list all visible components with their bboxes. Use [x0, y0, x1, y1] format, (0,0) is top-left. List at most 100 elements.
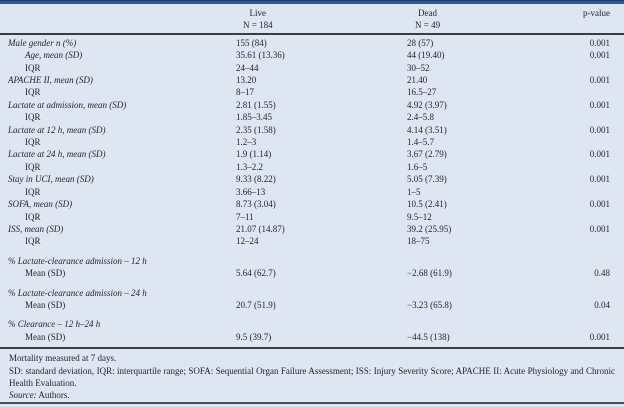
- footnote-mortality: Mortality measured at 7 days.: [9, 353, 117, 364]
- live-value: 9.5 (39.7): [236, 331, 272, 342]
- dead-value: 10.5 (2.41): [407, 199, 447, 210]
- source-value: Authors.: [38, 390, 70, 401]
- row-label: IQR: [25, 137, 41, 148]
- row-label: % Lactate-clearance admission – 12 h: [8, 255, 147, 266]
- p-value: 0.04: [594, 299, 610, 310]
- dead-value: 2.4–5.8: [407, 112, 434, 123]
- table-bottom-rule: [0, 401, 624, 404]
- p-value: [567, 161, 624, 173]
- table-row: Lactate at 12 h, mean (SD) 2.35 (1.58) 4…: [0, 124, 624, 136]
- dead-value: 4.14 (3.51): [407, 124, 447, 135]
- p-value: 0.001: [589, 174, 610, 185]
- dead-value: 30–52: [407, 62, 430, 73]
- dead-value: 21.40: [407, 75, 428, 86]
- dead-value: [399, 248, 567, 267]
- live-value: [228, 280, 399, 299]
- table-row: Lactate at 24 h, mean (SD) 1.9 (1.14) 3.…: [0, 148, 624, 160]
- table-row: APACHE II, mean (SD) 13.20 21.40 0.001: [0, 74, 624, 86]
- row-label: IQR: [25, 87, 41, 98]
- comparison-table: Live N = 184 Dead N = 49 p-value Male ge…: [0, 4, 624, 343]
- table-row: Mean (SD) 5.64 (62.7) −2.68 (61.9) 0.48: [0, 267, 624, 279]
- dead-value: [399, 280, 567, 299]
- table-row: Male gender n (%) 155 (84) 28 (57) 0.001: [0, 34, 624, 49]
- column-header-dead: Dead N = 49: [399, 4, 567, 35]
- p-value: 0.001: [589, 199, 610, 210]
- row-label: APACHE II, mean (SD): [8, 75, 93, 86]
- live-value: 2.35 (1.58): [236, 124, 276, 135]
- header-row: Live N = 184 Dead N = 49 p-value: [0, 4, 624, 35]
- table-body: Male gender n (%) 155 (84) 28 (57) 0.001…: [0, 34, 624, 343]
- p-value: 0.001: [589, 50, 610, 61]
- p-value: [567, 111, 624, 123]
- p-value: 0.001: [589, 149, 610, 160]
- table-row: IQR 1.3–2.2 1.6–5: [0, 161, 624, 173]
- p-value: [567, 235, 624, 247]
- live-value: 21.07 (14.87): [236, 223, 285, 234]
- table-row: Mean (SD) 9.5 (39.7) −44.5 (138) 0.001: [0, 331, 624, 343]
- live-value: 1.85–3.45: [236, 112, 272, 123]
- p-value: 0.001: [589, 223, 610, 234]
- live-value: 35.61 (13.36): [236, 50, 285, 61]
- footnote-source: Source: Authors.: [9, 389, 615, 401]
- row-label: Mean (SD): [25, 299, 66, 310]
- row-label: % Lactate-clearance admission – 24 h: [8, 287, 147, 298]
- row-label: % Clearance – 12 h–24 h: [8, 319, 101, 330]
- dead-value: 1.6–5: [407, 161, 428, 172]
- dead-value: 39.2 (25.95): [407, 223, 452, 234]
- p-value: 0.001: [589, 99, 610, 110]
- live-value: 8–17: [236, 87, 254, 98]
- dead-value: 1–5: [407, 186, 421, 197]
- row-label: Lactate at admission, mean (SD): [8, 99, 127, 110]
- dead-value: [399, 311, 567, 330]
- table-row: Lactate at admission, mean (SD) 2.81 (1.…: [0, 99, 624, 111]
- live-value: 24–44: [236, 62, 259, 73]
- table-row: IQR 1.85–3.45 2.4–5.8: [0, 111, 624, 123]
- live-value: 1.9 (1.14): [236, 149, 272, 160]
- table-row: SOFA, mean (SD) 8.73 (3.04) 10.5 (2.41) …: [0, 198, 624, 210]
- dead-value: 16.5–27: [407, 87, 437, 98]
- dead-value: 4.92 (3.97): [407, 99, 447, 110]
- row-label: Mean (SD): [25, 331, 66, 342]
- row-label: IQR: [25, 62, 41, 73]
- live-value: 7–11: [236, 211, 254, 222]
- row-label: Male gender n (%): [8, 37, 77, 48]
- source-label: Source:: [9, 390, 37, 401]
- footnote-rule: [0, 347, 624, 350]
- live-value: 1.3–2.2: [236, 161, 263, 172]
- dead-value: 18–75: [407, 236, 430, 247]
- dead-value: 9.5–12: [407, 211, 432, 222]
- live-value: 13.20: [236, 75, 257, 86]
- table-row: % Lactate-clearance admission – 12 h: [0, 248, 624, 267]
- row-label: Lactate at 12 h, mean (SD): [8, 124, 106, 135]
- live-value: 1.2–3: [236, 137, 257, 148]
- p-value: [567, 62, 624, 74]
- p-value: 0.001: [589, 75, 610, 86]
- table-row: IQR 12–24 18–75: [0, 235, 624, 247]
- live-value: [228, 311, 399, 330]
- live-value: [228, 248, 399, 267]
- p-value: [567, 186, 624, 198]
- live-value: 9.33 (8.22): [236, 174, 276, 185]
- p-value: [567, 86, 624, 98]
- p-value: 0.48: [594, 268, 610, 279]
- live-value: 3.66–13: [236, 186, 266, 197]
- row-label: ISS, mean (SD): [8, 223, 64, 234]
- dead-value: 3.67 (2.79): [407, 149, 447, 160]
- table-row: % Lactate-clearance admission – 24 h: [0, 280, 624, 299]
- dead-value: −3.23 (65.8): [407, 299, 452, 310]
- p-value: 0.001: [589, 331, 610, 342]
- p-value: 0.001: [589, 124, 610, 135]
- table-row: Age, mean (SD) 35.61 (13.36) 44 (19.40) …: [0, 49, 624, 61]
- row-label: IQR: [25, 236, 41, 247]
- column-header-pvalue: p-value: [567, 4, 624, 35]
- live-value: 20.7 (51.9): [236, 299, 276, 310]
- footnote-abbreviations: SD: standard deviation, IQR: interquarti…: [9, 365, 615, 388]
- row-label: Mean (SD): [25, 268, 66, 279]
- column-header-live: Live N = 184: [228, 4, 399, 35]
- table-row: ISS, mean (SD) 21.07 (14.87) 39.2 (25.95…: [0, 223, 624, 235]
- row-label: IQR: [25, 211, 41, 222]
- row-label: IQR: [25, 186, 41, 197]
- live-value: 5.64 (62.7): [236, 268, 276, 279]
- live-label: Live: [249, 8, 267, 18]
- column-header-empty: [0, 4, 228, 35]
